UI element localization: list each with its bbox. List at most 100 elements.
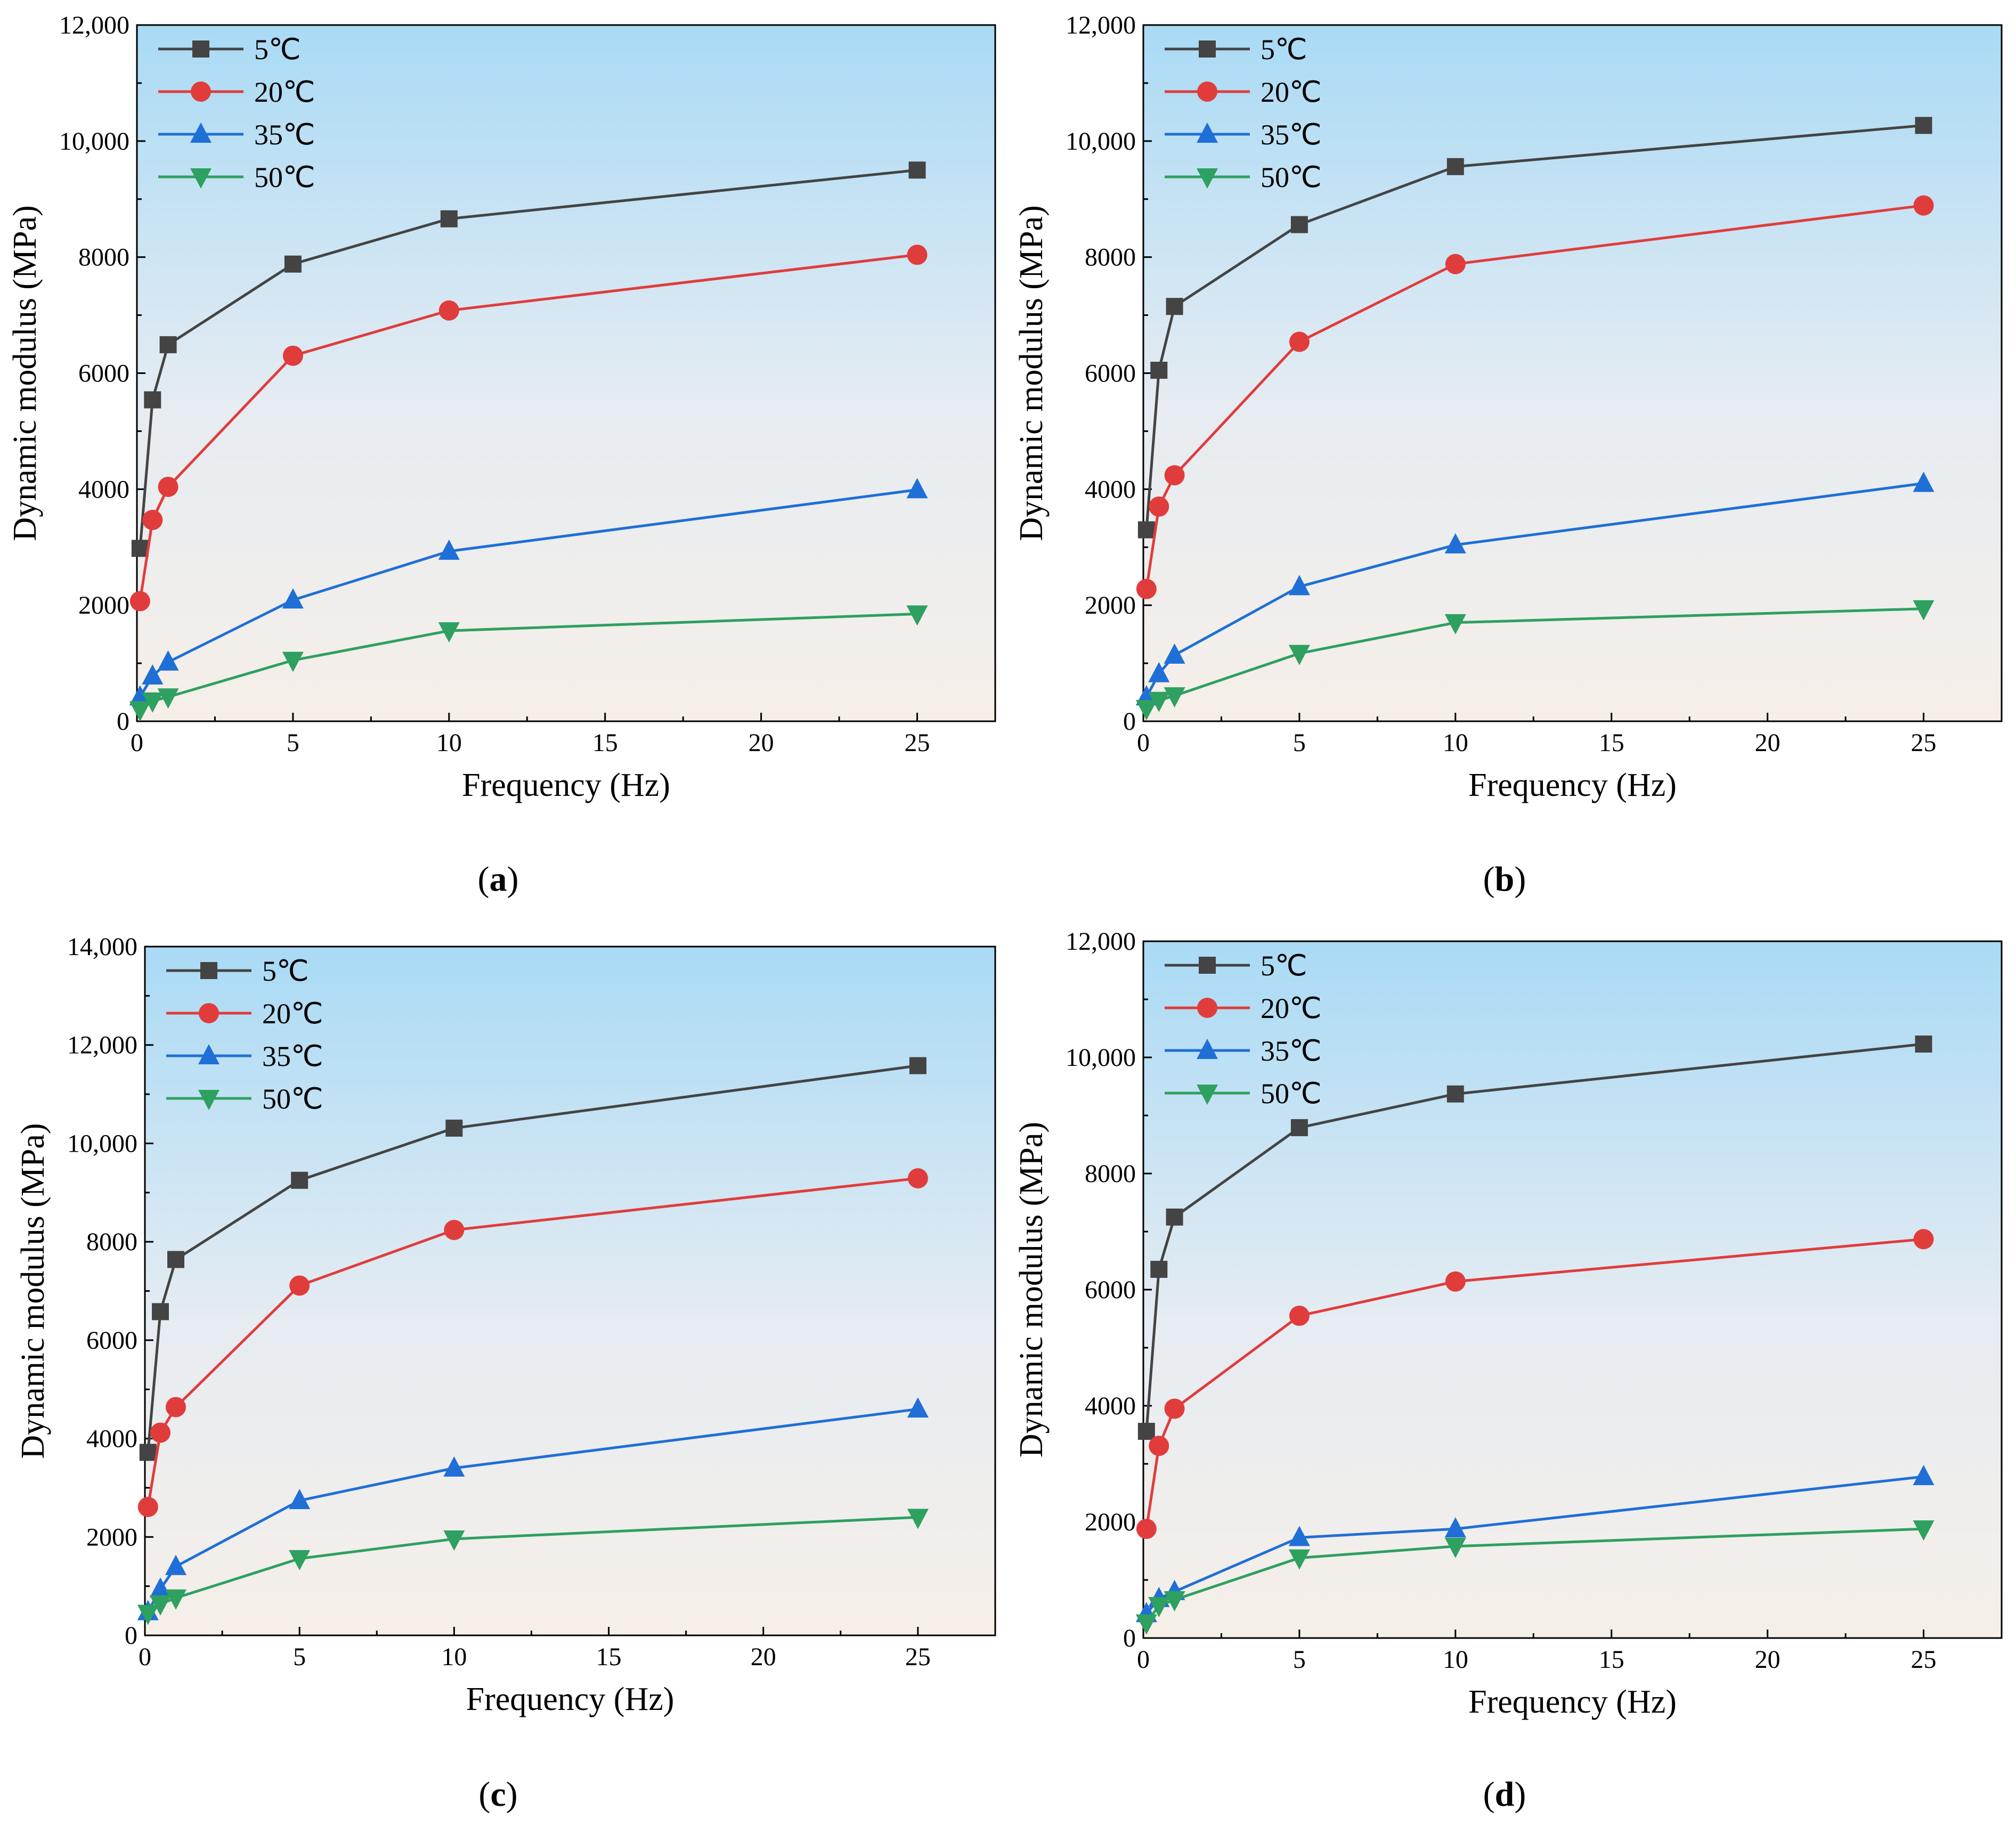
panel-label-close: ) (1514, 1775, 1526, 1814)
x-tick-label: 0 (1137, 729, 1150, 757)
data-point-5c (1915, 1035, 1932, 1053)
legend-marker-50c (190, 168, 212, 189)
data-point-20c (158, 476, 178, 497)
plot-background (1143, 941, 2002, 1638)
data-point-50c (438, 622, 460, 643)
panel-label: (b) (1483, 860, 1526, 899)
data-point-5c (1150, 1260, 1168, 1278)
data-point-5c (1446, 158, 1464, 175)
y-tick-label: 10,000 (59, 127, 129, 156)
series-20c (1136, 1229, 1934, 1539)
data-point-20c (137, 1496, 158, 1517)
data-point-35c (1164, 643, 1185, 664)
chart-panel-d: 0 2000 4000 6000 8000 10,000 12,000 0 5 10 15 20 25 F… (1013, 927, 2003, 1814)
x-axis-title: Frequency (Hz) (1468, 767, 1677, 803)
legend-label-50c: 50℃ (1261, 161, 1322, 193)
chart-panel-b: 0 2000 4000 6000 8000 10,000 12,000 0 5 10 15 20 25 F… (1013, 11, 2003, 899)
y-tick-label: 2000 (1085, 1508, 1136, 1536)
data-point-35c (1444, 533, 1466, 553)
data-point-20c (444, 1219, 465, 1240)
data-point-50c (289, 1550, 311, 1570)
y-tick-label: 2000 (86, 1523, 137, 1551)
data-point-20c (907, 1168, 928, 1189)
data-point-50c (1288, 645, 1310, 665)
series-line-5c (1145, 124, 1924, 530)
data-point-20c (142, 510, 163, 531)
x-tick-label: 15 (596, 1643, 622, 1671)
y-tick-label: 4000 (1085, 1392, 1136, 1420)
legend-marker-5c (1199, 957, 1216, 974)
x-tick-label: 25 (905, 1643, 931, 1671)
legend-label-5c: 5℃ (1261, 34, 1307, 66)
data-point-20c (1164, 465, 1185, 486)
legend-label-20c: 20℃ (262, 998, 323, 1030)
series-50c (1135, 600, 1934, 721)
data-point-5c (1290, 216, 1308, 233)
data-point-35c (907, 1397, 929, 1418)
x-tick-label: 20 (749, 729, 774, 757)
data-point-35c (165, 1554, 187, 1575)
data-point-50c (1148, 691, 1170, 712)
data-point-5c (908, 161, 926, 179)
legend-marker-50c (1197, 168, 1218, 189)
x-tick-label: 15 (1599, 729, 1624, 757)
data-point-35c (1288, 1526, 1310, 1546)
series-20c (1136, 195, 1934, 599)
x-tick-label: 0 (139, 1643, 151, 1671)
x-tick-label: 0 (1137, 1645, 1150, 1674)
data-point-5c (440, 210, 458, 227)
data-point-5c (139, 1444, 157, 1461)
legend-label-50c: 50℃ (262, 1083, 323, 1115)
x-tick-label: 20 (1755, 729, 1781, 757)
y-tick-label: 12,000 (59, 11, 129, 39)
data-point-5c (445, 1119, 463, 1137)
y-tick-label: 6000 (78, 360, 129, 388)
y-tick-label: 10,000 (1066, 1044, 1136, 1072)
legend-marker-50c (198, 1090, 220, 1110)
legend-marker-5c (1199, 40, 1216, 58)
y-tick-label: 10,000 (1066, 127, 1136, 156)
data-point-50c (1444, 614, 1466, 634)
x-tick-label: 10 (1443, 1645, 1468, 1674)
chart-panel-c: 0 2000 4000 6000 8000 10,000 12,000 14,000 0 5 10 1… (15, 933, 996, 1814)
legend: 5℃ 20℃ 35℃ 50℃ (1165, 950, 1322, 1110)
data-point-35c (289, 1488, 311, 1509)
data-point-20c (150, 1422, 171, 1443)
data-point-5c (152, 1303, 169, 1321)
x-tick-label: 15 (1599, 1645, 1624, 1674)
data-point-35c (1913, 471, 1934, 492)
data-point-35c (1148, 662, 1170, 682)
x-axis-title: Frequency (Hz) (1468, 1684, 1677, 1720)
y-tick-label: 6000 (86, 1326, 137, 1355)
legend: 5℃ 20℃ 35℃ 50℃ (166, 955, 323, 1115)
series-50c (137, 1509, 929, 1625)
data-point-50c (282, 651, 304, 672)
series-35c (129, 478, 928, 706)
panel-label-open: ( (1483, 1775, 1495, 1814)
panel-label: (a) (478, 860, 519, 899)
data-point-50c (1135, 1614, 1157, 1635)
x-tick-label: 5 (1293, 1645, 1306, 1674)
data-point-35c (438, 539, 460, 560)
data-point-5c (1915, 117, 1932, 134)
legend-label-35c: 35℃ (254, 119, 315, 151)
panel-label: (c) (478, 1775, 517, 1814)
data-point-5c (131, 540, 149, 557)
data-point-20c (1164, 1398, 1185, 1419)
series-line-5c (147, 1064, 918, 1453)
data-point-35c (1913, 1464, 1934, 1485)
legend-marker-50c (1197, 1085, 1218, 1105)
y-tick-label: 14,000 (67, 933, 137, 961)
series-line-5c (139, 168, 917, 549)
panel-label-letter: c (490, 1775, 506, 1814)
y-axis-title: Dynamic modulus (MPa) (1013, 205, 1050, 541)
data-point-35c (443, 1456, 465, 1477)
data-point-50c (443, 1530, 465, 1551)
panel-label: (d) (1483, 1775, 1526, 1814)
y-axis-title: Dynamic modulus (MPa) (7, 205, 43, 541)
data-point-50c (142, 692, 164, 713)
data-point-50c (129, 701, 151, 722)
data-point-35c (906, 478, 928, 499)
panel-label-close: ) (507, 860, 519, 899)
y-tick-label: 0 (1123, 1624, 1136, 1652)
